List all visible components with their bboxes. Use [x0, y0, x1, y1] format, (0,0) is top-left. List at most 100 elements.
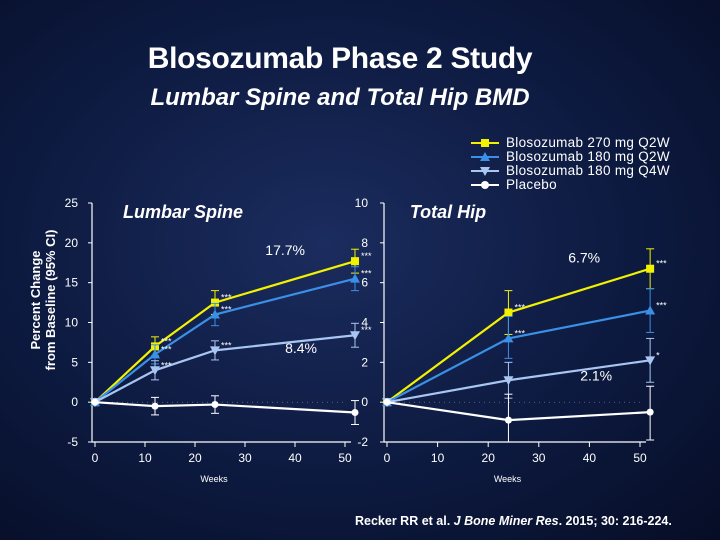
data-point — [151, 402, 159, 410]
legend-swatch-down-triangle-icon — [471, 167, 499, 176]
series-placebo — [91, 395, 359, 425]
data-point — [210, 346, 220, 356]
significance-mark: *** — [361, 325, 372, 335]
data-label: 17.7% — [265, 242, 305, 258]
legend-item-placebo: Placebo — [470, 178, 670, 192]
y-tick-label: 4 — [361, 316, 368, 330]
x-tick-label: 0 — [384, 451, 391, 465]
significance-mark: *** — [161, 344, 172, 354]
y-axis-title: Percent Changefrom Baseline (95% CI) — [28, 230, 58, 371]
panel-title: Lumbar Spine — [123, 202, 243, 222]
x-tick-label: 30 — [532, 451, 546, 465]
y-tick-label: 5 — [71, 355, 78, 369]
significance-mark: *** — [361, 251, 372, 261]
data-point — [503, 376, 514, 386]
y-tick-label: 0 — [71, 395, 78, 409]
x-tick-label: 40 — [288, 451, 302, 465]
data-point — [503, 333, 514, 343]
y-tick-label: 0 — [361, 395, 368, 409]
data-point — [91, 398, 99, 406]
x-tick-label: 20 — [188, 451, 202, 465]
significance-mark: * — [656, 350, 660, 360]
series-placebo — [383, 385, 655, 443]
data-point — [504, 308, 513, 317]
y-tick-label: 15 — [65, 276, 79, 290]
data-point — [646, 264, 655, 273]
series-180-q4w: * — [382, 337, 660, 408]
x-axis-label: Weeks — [494, 474, 522, 484]
data-point — [504, 416, 512, 424]
y-axis-title-line: from Baseline (95% CI) — [43, 230, 58, 371]
legend-swatch-triangle-icon — [471, 152, 499, 161]
legend: Blosozumab 270 mg Q2W Blosozumab 180 mg … — [470, 136, 670, 192]
legend-label: Blosozumab 180 mg Q2W — [506, 149, 670, 164]
series-line — [94, 334, 356, 404]
data-label: 2.1% — [580, 367, 612, 383]
data-point — [211, 401, 219, 409]
series-180-q4w: ********* — [90, 322, 372, 408]
y-tick-label: 25 — [65, 196, 79, 210]
data-point — [350, 273, 360, 283]
series-line — [386, 309, 651, 404]
x-tick-label: 0 — [92, 451, 99, 465]
data-point — [351, 257, 359, 266]
significance-mark: *** — [221, 340, 232, 350]
legend-label: Placebo — [506, 177, 557, 192]
y-tick-label: 6 — [361, 276, 368, 290]
data-point — [211, 298, 219, 307]
data-point — [150, 349, 160, 359]
y-tick-label: 10 — [65, 316, 79, 330]
significance-mark: *** — [361, 269, 372, 279]
x-axis-label: Weeks — [200, 474, 228, 484]
significance-mark: *** — [514, 303, 525, 313]
data-point — [646, 408, 654, 416]
data-point — [210, 309, 220, 319]
data-point — [350, 331, 360, 341]
legend-label: Blosozumab 180 mg Q4W — [506, 163, 670, 178]
slide-subtitle: Lumbar Spine and Total Hip BMD — [150, 84, 530, 111]
series-line — [94, 401, 356, 414]
panel-title: Total Hip — [410, 202, 486, 222]
y-tick-label: 2 — [361, 355, 368, 369]
x-tick-label: 50 — [633, 451, 647, 465]
significance-mark: *** — [656, 301, 667, 311]
data-point — [645, 356, 656, 366]
series-line — [386, 401, 651, 422]
significance-mark: *** — [221, 293, 232, 303]
x-tick-label: 40 — [583, 451, 597, 465]
y-tick-label: -5 — [67, 435, 78, 449]
legend-label: Blosozumab 270 mg Q2W — [506, 135, 670, 150]
y-axis-title-line: Percent Change — [28, 251, 43, 350]
series-line — [94, 277, 356, 404]
significance-mark: *** — [656, 259, 667, 269]
y-tick-label: 8 — [361, 236, 368, 250]
y-tick-label: 20 — [65, 236, 79, 250]
series-line — [94, 260, 356, 403]
slide-title: Blosozumab Phase 2 Study — [147, 42, 533, 75]
legend-item-180-q2w: Blosozumab 180 mg Q2W — [470, 150, 670, 164]
x-tick-label: 20 — [482, 451, 496, 465]
legend-item-180-q4w: Blosozumab 180 mg Q4W — [470, 164, 670, 178]
significance-mark: *** — [161, 360, 172, 370]
data-label: 6.7% — [568, 250, 600, 266]
y-tick-label: -2 — [357, 435, 368, 449]
x-tick-label: 10 — [431, 451, 445, 465]
citation: Recker RR et al. J Bone Miner Res. 2015;… — [355, 514, 672, 528]
series-180-q2w: *** *** — [382, 288, 667, 407]
significance-mark: *** — [161, 336, 172, 346]
series-180-q2w: ********* — [90, 266, 372, 407]
x-tick-label: 30 — [238, 451, 252, 465]
data-label: 8.4% — [285, 340, 317, 356]
data-point — [351, 409, 359, 417]
legend-item-270-q2w: Blosozumab 270 mg Q2W — [470, 136, 670, 150]
legend-swatch-square-icon — [471, 139, 499, 147]
x-tick-label: 10 — [138, 451, 152, 465]
legend-swatch-circle-icon — [471, 181, 499, 189]
significance-mark: *** — [221, 305, 232, 315]
x-tick-label: 50 — [338, 451, 352, 465]
data-point — [150, 366, 160, 376]
y-tick-label: 10 — [355, 196, 369, 210]
